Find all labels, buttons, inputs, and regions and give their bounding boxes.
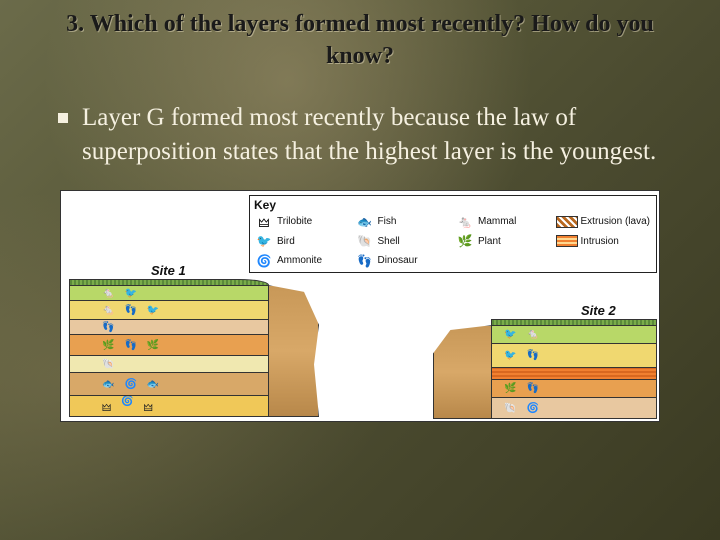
legend-item xyxy=(554,251,655,270)
site-2-cliff xyxy=(433,325,491,419)
legend-item: 🐁Mammal xyxy=(453,212,554,231)
site1-layer-c: C🐚 xyxy=(69,355,269,372)
title-line-2: know? xyxy=(326,43,394,69)
site1-layer-e: E👣 xyxy=(69,319,269,334)
legend-item: Intrusion xyxy=(554,232,655,251)
title-line-1: 3. Which of the layers formed most recen… xyxy=(66,11,654,37)
answer-text: Layer G formed most recently because the… xyxy=(82,101,668,169)
fossil-row: 🐚🌀 xyxy=(492,403,539,414)
fossil-row: 🐁🐦 xyxy=(70,288,137,299)
strata-diagram: Key 🜲Trilobite🐟Fish🐁MammalExtrusion (lav… xyxy=(60,190,660,422)
fossil-row: 🐁👣🐦 xyxy=(70,305,159,316)
fossil-row: 🐦👣 xyxy=(492,350,539,361)
legend-label: Extrusion (lava) xyxy=(581,216,650,227)
legend-item: 🌀Ammonite xyxy=(252,251,353,270)
legend-label: Bird xyxy=(277,236,295,247)
legend-label: Fish xyxy=(378,216,397,227)
legend-box: Key 🜲Trilobite🐟Fish🐁MammalExtrusion (lav… xyxy=(249,195,657,273)
site2-layer-x: X xyxy=(491,367,657,379)
legend-item: 👣Dinosaur xyxy=(353,251,454,270)
site2-layer-y: Y🐦👣 xyxy=(491,343,657,367)
fossil-row: 🜲🌀🜲 xyxy=(70,396,153,417)
site2-layer-v: V🌿👣 xyxy=(491,379,657,397)
legend-label: Plant xyxy=(478,236,501,247)
legend-icon: 🌿 xyxy=(455,233,475,249)
question-title: 3. Which of the layers formed most recen… xyxy=(18,8,702,73)
legend-grid: 🜲Trilobite🐟Fish🐁MammalExtrusion (lava)🐦B… xyxy=(250,212,656,272)
site1-layer-d: D🌿👣🌿 xyxy=(69,334,269,355)
legend-icon: 🌀 xyxy=(254,253,274,269)
legend-label: Intrusion xyxy=(581,236,619,247)
legend-label: Trilobite xyxy=(277,216,312,227)
slide: 3. Which of the layers formed most recen… xyxy=(0,0,720,540)
answer-row: Layer G formed most recently because the… xyxy=(18,101,702,169)
legend-label: Mammal xyxy=(478,216,516,227)
legend-label: Ammonite xyxy=(277,255,322,266)
legend-icon: 🐟 xyxy=(355,214,375,230)
site-1-label: Site 1 xyxy=(151,263,186,278)
legend-item: 🌿Plant xyxy=(453,232,554,251)
site2-layer-w: W🐚🌀 xyxy=(491,397,657,419)
legend-label: Shell xyxy=(378,236,400,247)
fossil-row: 🐚 xyxy=(70,359,114,370)
site-2-strata: Z🐦🐁Y🐦👣XV🌿👣W🐚🌀 xyxy=(491,319,657,419)
legend-item: 🐚Shell xyxy=(353,232,454,251)
legend-icon: 🐦 xyxy=(254,233,274,249)
fossil-row: 🐟🌀🐟 xyxy=(70,379,159,390)
fossil-row: 👣 xyxy=(70,322,114,333)
legend-label: Dinosaur xyxy=(378,255,418,266)
legend-icon: 👣 xyxy=(355,253,375,269)
site1-layer-a: A🜲🌀🜲 xyxy=(69,395,269,417)
fossil-row: 🌿👣 xyxy=(492,383,539,394)
legend-item: Extrusion (lava) xyxy=(554,212,655,231)
site-2-label: Site 2 xyxy=(581,303,616,318)
legend-title: Key xyxy=(250,196,656,212)
legend-item: 🐟Fish xyxy=(353,212,454,231)
site1-layer-b: B🐟🌀🐟 xyxy=(69,372,269,395)
fossil-row: 🌿👣🌿 xyxy=(70,340,159,351)
legend-icon: 🜲 xyxy=(254,214,274,230)
site1-layer-g: G🐁🐦 xyxy=(69,285,269,300)
site-1-strata: G🐁🐦F🐁👣🐦E👣D🌿👣🌿C🐚B🐟🌀🐟A🜲🌀🜲 xyxy=(69,279,319,417)
legend-icon: 🐁 xyxy=(455,214,475,230)
legend-icon: 🐚 xyxy=(355,233,375,249)
site2-layer-z: Z🐦🐁 xyxy=(491,325,657,343)
legend-item: 🜲Trilobite xyxy=(252,212,353,231)
legend-item: 🐦Bird xyxy=(252,232,353,251)
bullet-icon xyxy=(58,113,68,123)
legend-item xyxy=(453,251,554,270)
fossil-row: 🐦🐁 xyxy=(492,329,539,340)
site1-layer-f: F🐁👣🐦 xyxy=(69,300,269,319)
